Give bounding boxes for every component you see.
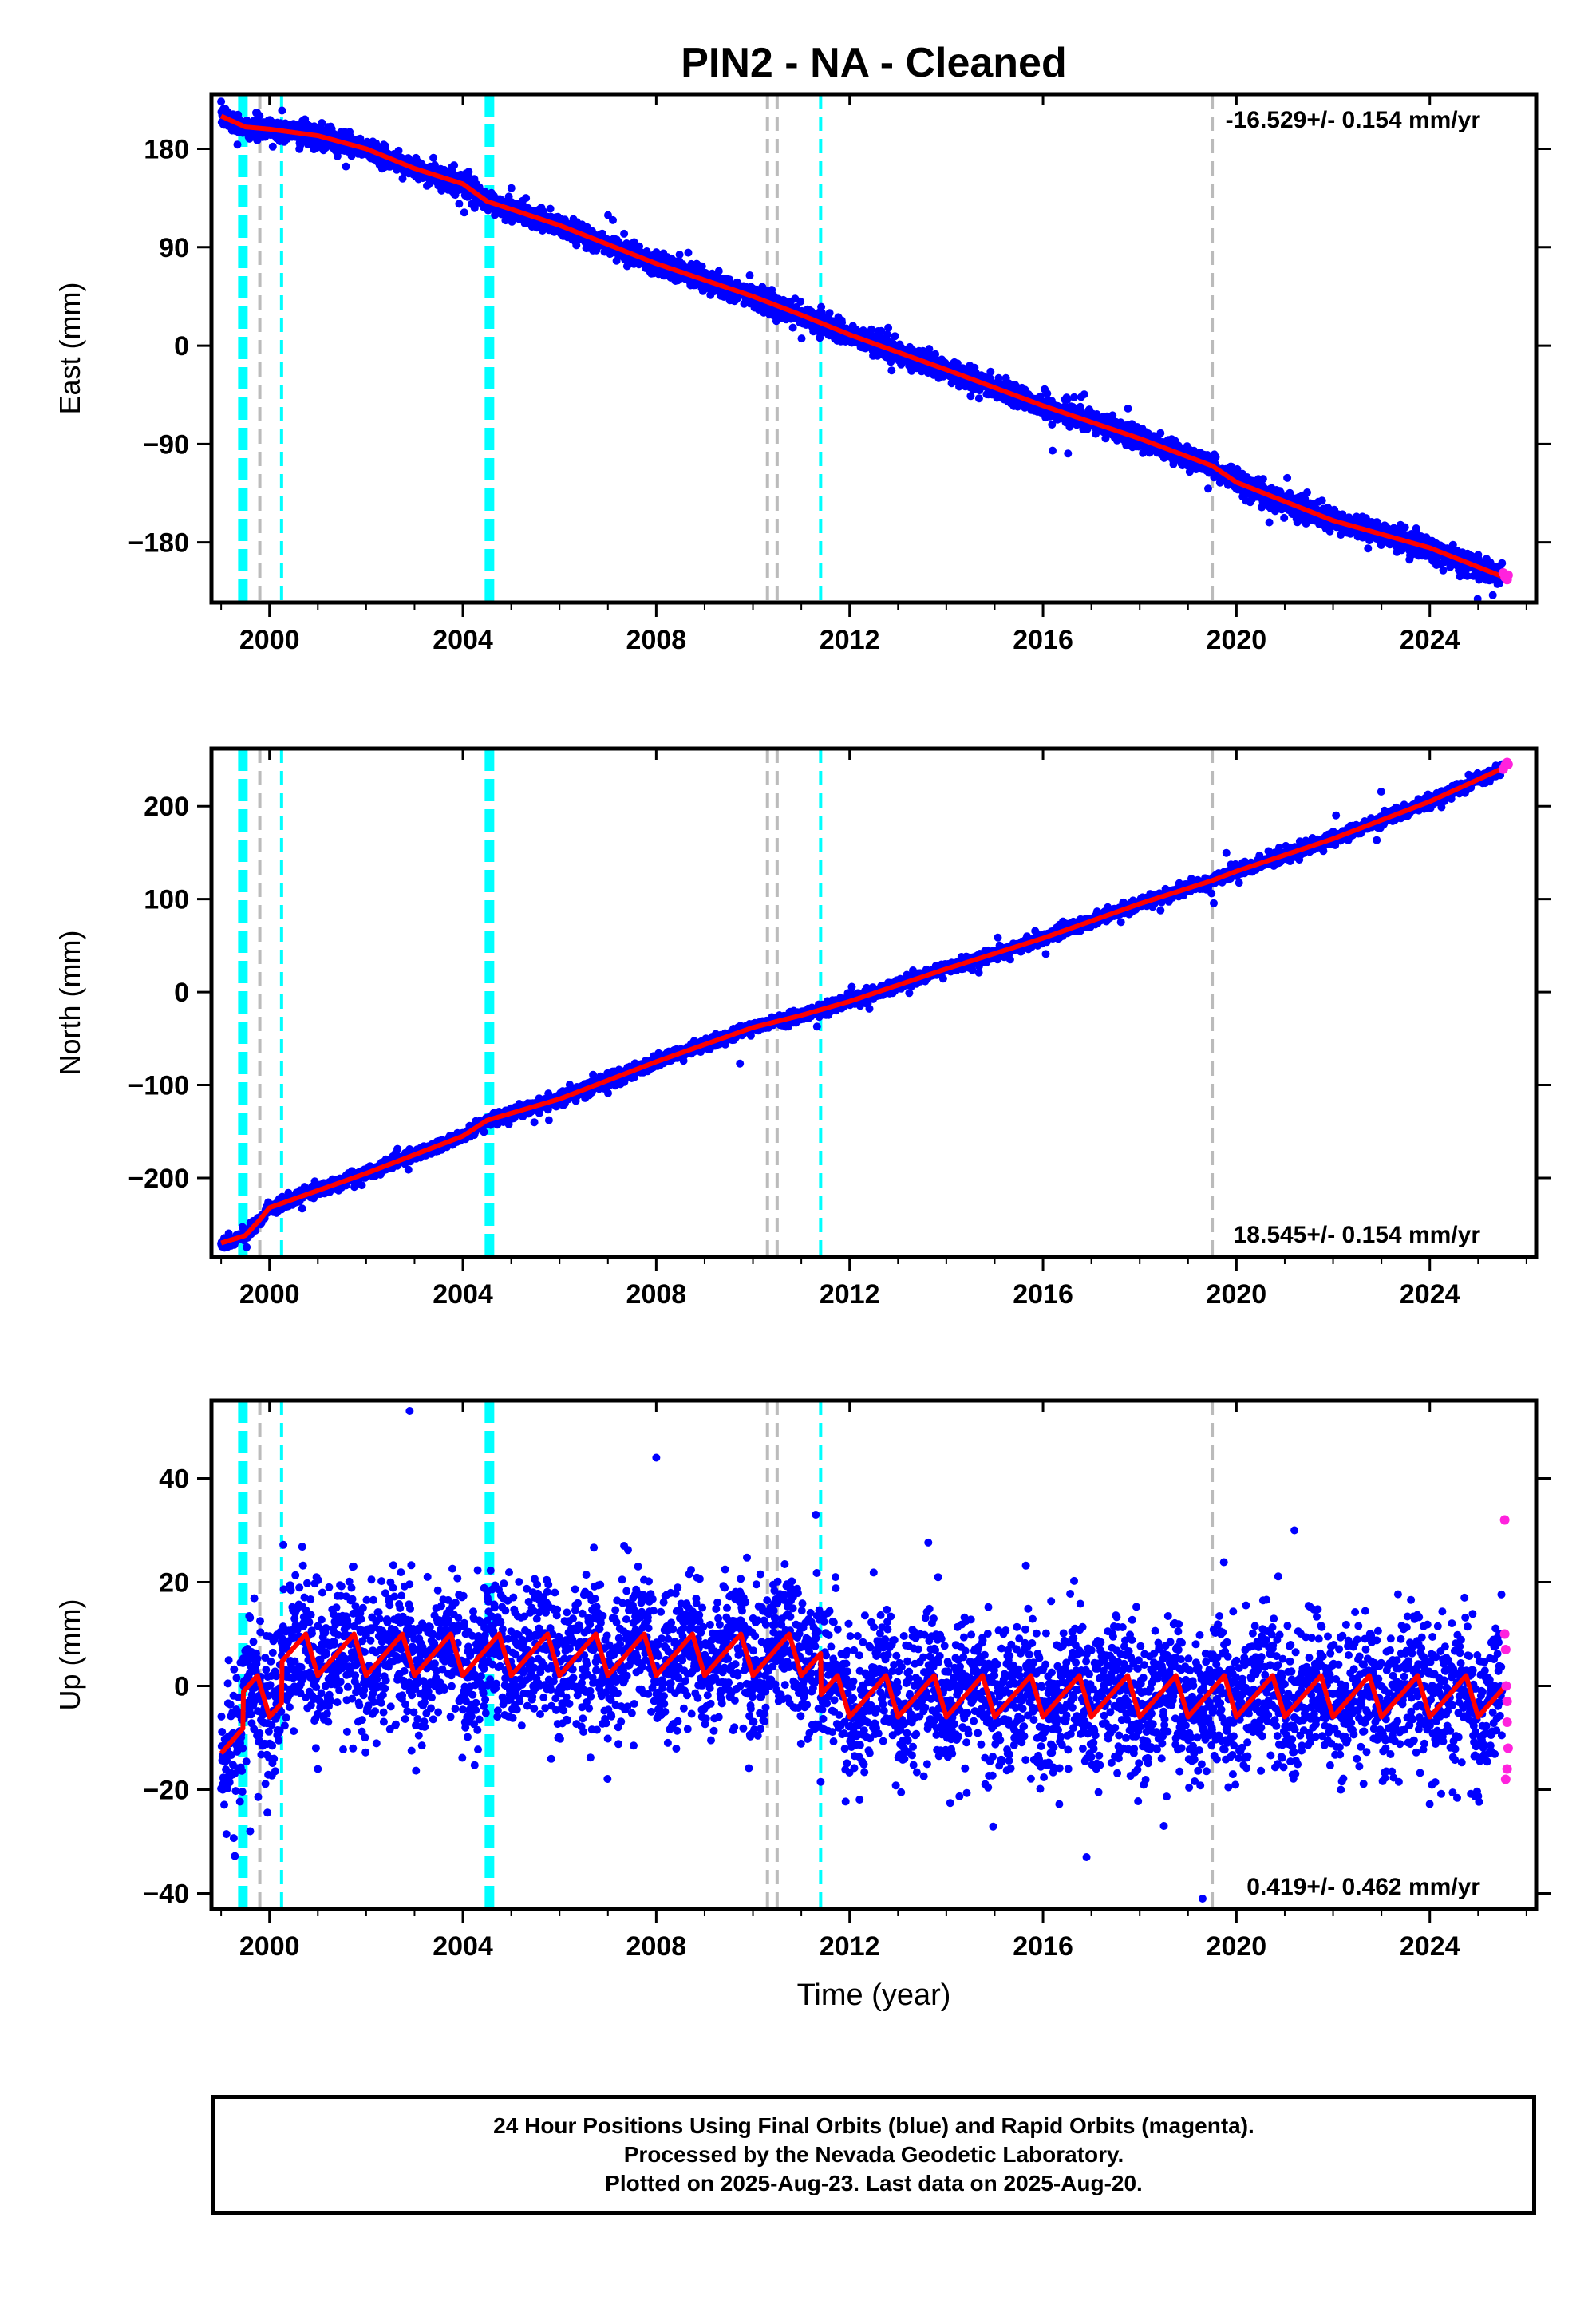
x-tick-label: 2004 — [433, 625, 493, 655]
data-point — [884, 323, 893, 332]
x-tick-label: 2024 — [1400, 625, 1460, 655]
data-point — [745, 271, 754, 279]
data-point — [887, 366, 896, 375]
rapid-point — [1503, 570, 1513, 580]
final-orbit-points — [217, 760, 1507, 1252]
y-tick-label: −180 — [128, 528, 189, 559]
data-point — [1211, 453, 1220, 461]
x-tick-label: 2008 — [626, 625, 687, 655]
data-point — [1280, 513, 1289, 522]
data-point — [268, 142, 277, 151]
data-point — [1070, 393, 1078, 401]
data-point — [1317, 496, 1326, 505]
data-point — [1303, 488, 1311, 496]
rate-annotation: -16.529+/- 0.154 mm/yr — [1226, 107, 1481, 133]
data-point — [217, 97, 226, 106]
data-point — [788, 323, 797, 332]
data-point — [684, 248, 693, 257]
data-point — [464, 168, 473, 176]
data-point — [572, 241, 581, 250]
data-point — [1080, 390, 1088, 399]
data-point — [455, 200, 464, 208]
data-point — [891, 332, 899, 341]
data-point — [255, 112, 264, 120]
data-point — [233, 140, 242, 149]
data-point — [1265, 518, 1274, 527]
plot-area — [217, 94, 1513, 603]
y-tick-label: 90 — [159, 233, 189, 263]
y-tick-label: 0 — [174, 331, 189, 362]
data-point — [429, 153, 438, 162]
data-point — [1204, 484, 1212, 493]
x-tick-label: 2000 — [239, 625, 300, 655]
data-point — [1049, 446, 1057, 455]
data-point — [883, 330, 891, 339]
x-tick-label: 2012 — [820, 625, 880, 655]
data-point — [470, 204, 479, 212]
plot-area — [217, 749, 1513, 1257]
data-point — [278, 106, 286, 115]
panel-east: 2000 2004 2008 2012 2016 2020 2024 −180 −90 0 90 18… — [53, 92, 1551, 655]
data-point — [398, 174, 407, 183]
data-point — [381, 141, 389, 150]
data-point — [1064, 449, 1073, 458]
data-point — [986, 367, 995, 376]
y-axis-label: East (mm) — [53, 283, 86, 415]
data-point — [714, 267, 723, 275]
data-point — [1258, 475, 1267, 484]
data-point — [620, 229, 629, 238]
data-point — [974, 394, 983, 403]
data-point — [796, 297, 805, 306]
data-point — [394, 146, 403, 155]
data-point — [1364, 544, 1373, 553]
data-point — [1498, 559, 1507, 567]
figure-title: PIN2 - NA - Cleaned — [681, 40, 1067, 86]
final-orbit-points — [217, 97, 1507, 603]
data-point — [1439, 566, 1448, 575]
data-point — [450, 161, 459, 170]
data-point — [522, 194, 531, 203]
panel-north: 2000 2004 2008 2012 2016 2020 2024−200−1000100… — [53, 746, 1551, 1310]
data-point — [1488, 591, 1497, 599]
y-tick-label: 180 — [144, 134, 189, 164]
y-tick-label: −90 — [143, 429, 189, 460]
data-point — [825, 309, 834, 318]
data-point — [1283, 473, 1292, 482]
data-point — [342, 162, 350, 171]
data-point — [507, 184, 516, 192]
data-point — [609, 215, 617, 224]
data-point — [298, 1204, 306, 1213]
data-point — [1124, 404, 1132, 413]
data-point — [675, 251, 684, 259]
data-point — [460, 208, 468, 217]
data-point — [797, 334, 806, 343]
data-point — [318, 119, 326, 127]
x-tick-label: 2020 — [1207, 625, 1267, 655]
data-point — [1400, 523, 1409, 532]
data-point — [867, 325, 875, 334]
data-point — [1156, 429, 1165, 437]
data-point — [243, 1243, 251, 1251]
data-point — [546, 204, 555, 213]
x-tick-label: 2016 — [1013, 625, 1073, 655]
